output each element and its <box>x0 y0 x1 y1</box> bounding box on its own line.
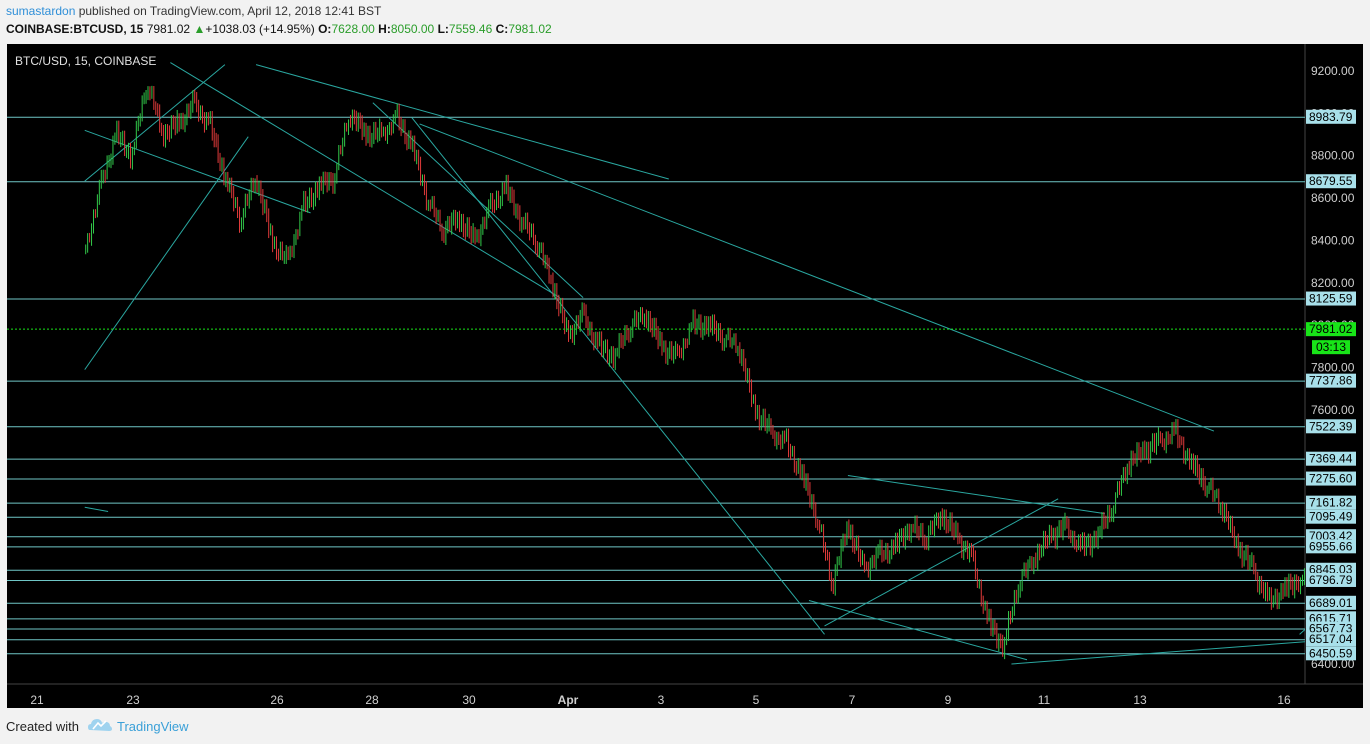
trendline <box>170 62 561 299</box>
current-price-label: 7981.02 <box>1309 322 1353 336</box>
close-value: 7981.02 <box>508 22 552 36</box>
footer: Created with TradingView <box>0 708 1370 744</box>
trendline <box>1011 641 1305 665</box>
x-tick-label: 23 <box>126 693 140 707</box>
x-tick-label: 16 <box>1277 693 1291 707</box>
x-tick-label: 9 <box>945 693 952 707</box>
chart-title: BTC/USD, 15, COINBASE <box>15 54 156 68</box>
x-tick-label: Apr <box>558 693 579 707</box>
level-price-label: 7369.44 <box>1309 452 1353 466</box>
trendline <box>808 599 1028 661</box>
symbol-quote-bar: COINBASE:BTCUSD, 15 7981.02 ▲+1038.03 (+… <box>6 22 552 36</box>
level-price-label-bg <box>1306 646 1356 661</box>
trendline <box>84 506 109 513</box>
y-tick-label: 8400.00 <box>1311 233 1355 247</box>
level-price-label: 6567.73 <box>1309 621 1353 635</box>
created-with-text: Created with <box>6 719 79 734</box>
publish-info: sumastardon published on TradingView.com… <box>6 4 381 18</box>
trendline <box>84 136 249 370</box>
level-price-label: 6689.01 <box>1309 596 1353 610</box>
x-tick-label: 5 <box>753 693 760 707</box>
close-label: C: <box>495 22 509 36</box>
level-price-label: 6796.79 <box>1309 573 1353 587</box>
trendline <box>824 498 1059 627</box>
low-label: L: <box>437 22 449 36</box>
level-price-label-bg <box>1306 109 1356 124</box>
up-arrow-icon: ▲ <box>193 22 206 36</box>
countdown-label: 03:13 <box>1316 340 1346 354</box>
y-tick-label: 9200.00 <box>1311 64 1355 78</box>
high-label: H: <box>378 22 391 36</box>
level-price-label-bg <box>1306 419 1356 434</box>
x-tick-label: 13 <box>1133 693 1147 707</box>
level-price-label: 8679.55 <box>1309 174 1353 188</box>
low-value: 7559.46 <box>448 22 493 36</box>
symbol-name[interactable]: COINBASE:BTCUSD, 15 <box>6 22 144 36</box>
level-price-label: 6450.59 <box>1309 646 1353 660</box>
level-price-label: 6955.66 <box>1309 539 1353 553</box>
open-label: O: <box>318 22 332 36</box>
level-price-label: 7095.49 <box>1309 510 1353 524</box>
y-tick-label: 8800.00 <box>1311 149 1355 163</box>
x-tick-label: 28 <box>365 693 379 707</box>
y-tick-label: 8600.00 <box>1311 191 1355 205</box>
trendline <box>84 64 226 182</box>
level-price-label: 7275.60 <box>1309 472 1353 486</box>
trendline <box>411 117 825 635</box>
level-price-label-bg <box>1306 291 1356 306</box>
trendline <box>847 475 1105 515</box>
x-tick-label: 21 <box>30 693 44 707</box>
level-price-label-bg <box>1306 621 1356 636</box>
level-price-label-bg <box>1306 539 1356 554</box>
y-tick-label: 7800.00 <box>1311 361 1355 375</box>
x-tick-label: 7 <box>849 693 856 707</box>
level-price-label-bg <box>1306 572 1356 587</box>
level-price-label: 6517.04 <box>1309 632 1353 646</box>
tradingview-cloud-icon[interactable] <box>88 717 112 733</box>
level-price-label-bg <box>1306 451 1356 466</box>
level-price-label-bg <box>1306 509 1356 524</box>
chart-area[interactable]: 6400.007600.007800.008000.008200.008400.… <box>7 44 1363 708</box>
chart-header: sumastardon published on TradingView.com… <box>0 0 1370 44</box>
price-chart[interactable]: 6400.007600.007800.008000.008200.008400.… <box>7 44 1363 708</box>
x-tick-label: 3 <box>658 693 665 707</box>
price-change: +1038.03 (+14.95%) <box>205 22 315 36</box>
countdown-label-bg <box>1312 340 1350 355</box>
trendline <box>372 102 584 298</box>
y-tick-label: 6400.00 <box>1311 657 1355 671</box>
level-price-label: 7737.86 <box>1309 374 1353 388</box>
open-value: 7628.00 <box>331 22 375 36</box>
level-price-label: 7161.82 <box>1309 496 1353 510</box>
level-price-label-bg <box>1306 471 1356 486</box>
last-price: 7981.02 <box>146 22 191 36</box>
level-price-label-bg <box>1306 174 1356 189</box>
current-price-label-bg <box>1306 322 1356 337</box>
x-tick-label: 30 <box>462 693 476 707</box>
level-price-label: 8125.59 <box>1309 292 1353 306</box>
author-link[interactable]: sumastardon <box>6 4 76 18</box>
level-price-label: 7522.39 <box>1309 419 1353 433</box>
level-price-label: 8983.79 <box>1309 110 1353 124</box>
trendline <box>419 123 1215 432</box>
chart-background <box>7 44 1363 708</box>
level-price-label-bg <box>1306 495 1356 510</box>
trendline <box>255 64 669 180</box>
x-tick-label: 26 <box>270 693 284 707</box>
y-tick-label: 8200.00 <box>1311 276 1355 290</box>
level-price-label-bg <box>1306 373 1356 388</box>
y-tick-label: 7600.00 <box>1311 403 1355 417</box>
x-tick-label: 11 <box>1038 693 1051 707</box>
high-value: 8050.00 <box>390 22 435 36</box>
level-price-label-bg <box>1306 632 1356 647</box>
publish-text: published on TradingView.com, April 12, … <box>75 4 382 18</box>
tradingview-brand-link[interactable]: TradingView <box>117 719 189 734</box>
level-price-label-bg <box>1306 595 1356 610</box>
